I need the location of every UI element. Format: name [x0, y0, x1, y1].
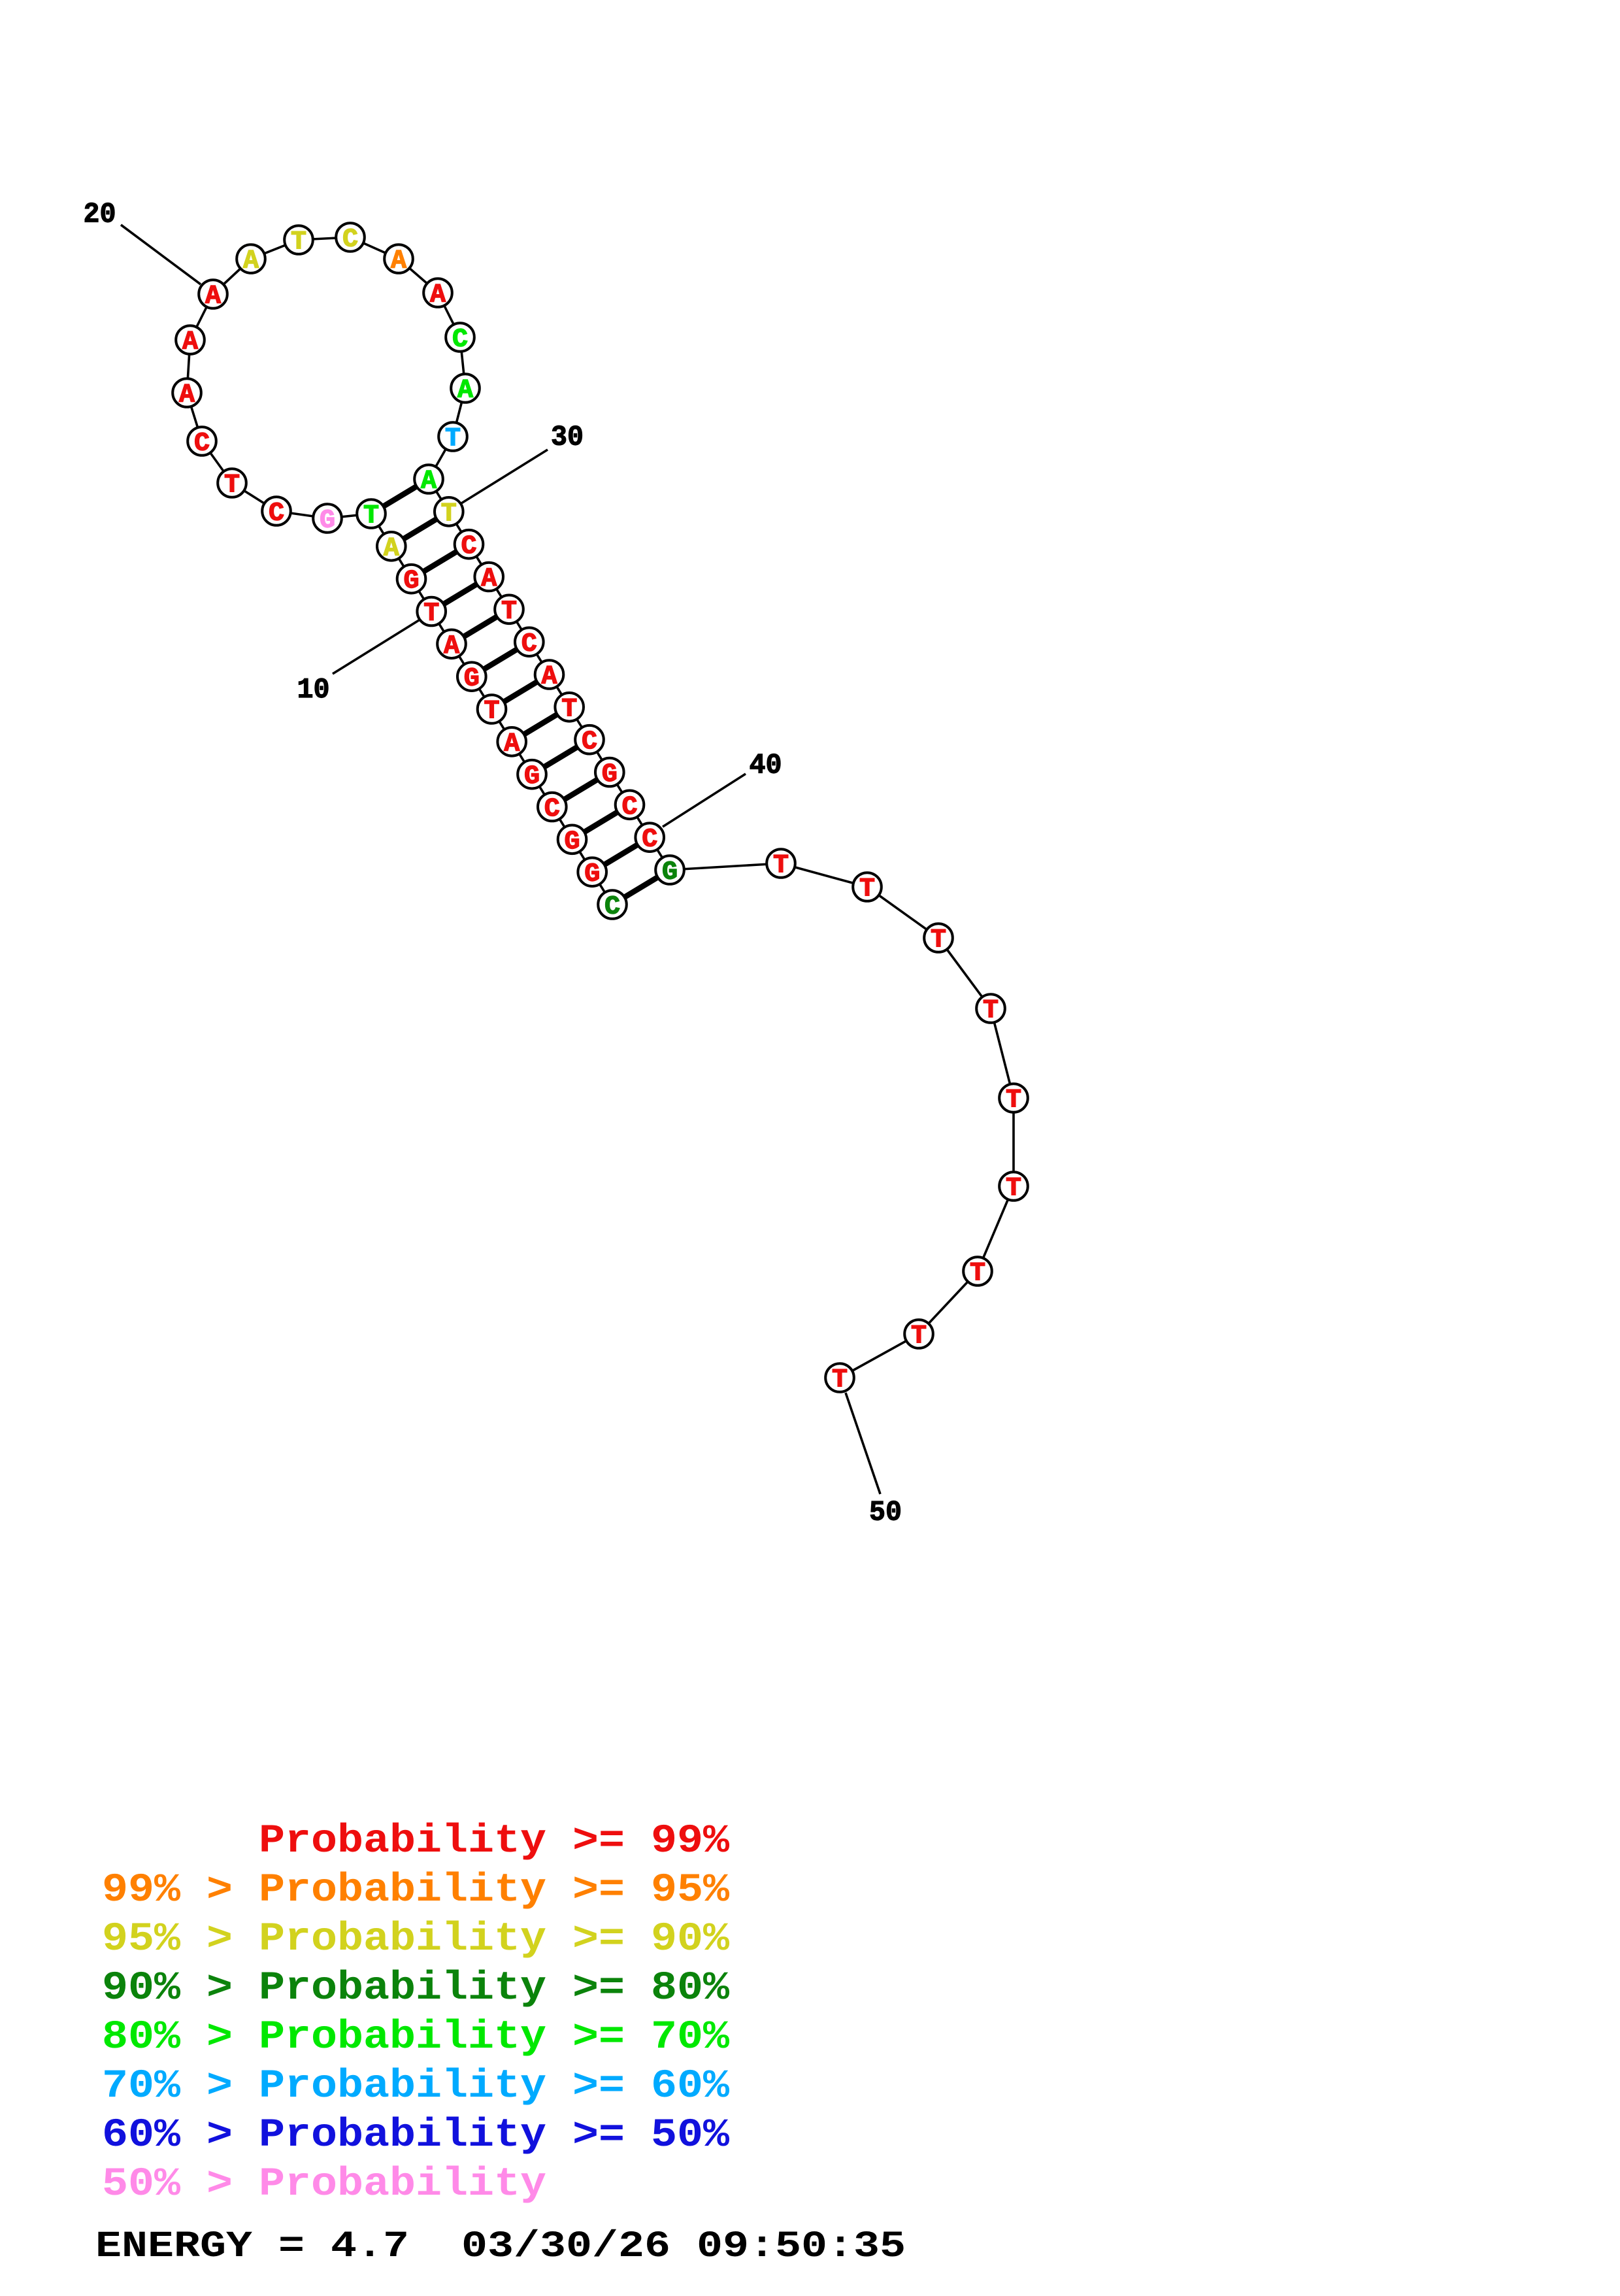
svg-text:A: A — [205, 282, 221, 312]
svg-text:A: A — [504, 729, 520, 759]
svg-text:A: A — [541, 663, 557, 692]
svg-text:T: T — [931, 926, 946, 956]
svg-text:A: A — [481, 565, 497, 594]
svg-text:A: A — [182, 328, 198, 358]
svg-text:C: C — [452, 325, 468, 355]
svg-text:T: T — [773, 852, 789, 881]
svg-text:C: C — [194, 429, 210, 459]
svg-text:ENERGY = 4.7 03/30/26 09:50:3: ENERGY = 4.7 03/30/26 09:50:35 — [95, 2225, 906, 2267]
svg-text:20: 20 — [84, 198, 116, 231]
svg-text:A: A — [384, 534, 399, 563]
svg-text:T: T — [561, 695, 577, 724]
svg-text:A: A — [444, 632, 459, 661]
svg-text:T: T — [363, 502, 379, 531]
svg-text:T: T — [224, 471, 240, 501]
svg-text:C: C — [461, 532, 476, 561]
svg-text:A: A — [430, 281, 446, 310]
svg-text:G: G — [564, 827, 580, 857]
svg-text:T: T — [983, 997, 999, 1026]
svg-text:T: T — [859, 875, 875, 905]
svg-text:A: A — [391, 247, 406, 276]
svg-text:C: C — [342, 225, 358, 255]
svg-text:C: C — [521, 630, 537, 659]
svg-text:T: T — [484, 697, 499, 727]
svg-text:T: T — [291, 228, 306, 258]
svg-text:C: C — [582, 727, 597, 757]
svg-text:T: T — [970, 1259, 985, 1289]
svg-text:G: G — [464, 665, 480, 694]
svg-text:G: G — [584, 860, 600, 890]
svg-text:30: 30 — [551, 421, 584, 454]
svg-text:60% > Probability >= 50%: 60% > Probability >= 50% — [102, 2113, 729, 2158]
svg-text:A: A — [421, 467, 437, 497]
svg-text:99% > Probability >= 95%: 99% > Probability >= 95% — [102, 1868, 729, 1913]
svg-text:A: A — [457, 376, 473, 406]
svg-text:10: 10 — [297, 674, 330, 707]
svg-text:T: T — [445, 425, 461, 454]
svg-text:80% > Probability >= 70%: 80% > Probability >= 70% — [102, 2015, 729, 2060]
svg-text:G: G — [602, 760, 618, 790]
svg-text:C: C — [544, 795, 560, 824]
svg-text:C: C — [642, 825, 657, 855]
svg-text:T: T — [441, 499, 457, 529]
svg-text:T: T — [423, 599, 439, 629]
svg-text:50: 50 — [869, 1496, 902, 1529]
svg-text:95% > Probability >= 90%: 95% > Probability >= 90% — [102, 1917, 729, 1962]
svg-text:C: C — [604, 893, 620, 922]
svg-text:T: T — [832, 1366, 848, 1395]
svg-text:G: G — [524, 762, 540, 791]
svg-text:T: T — [1006, 1174, 1021, 1204]
svg-text:50% > Probability: 50% > Probability — [102, 2162, 546, 2207]
svg-text:90% > Probability >= 80%: 90% > Probability >= 80% — [102, 1966, 729, 2011]
svg-text:Probability >= 99%: Probability >= 99% — [259, 1819, 729, 1864]
svg-text:70% > Probability >= 60%: 70% > Probability >= 60% — [102, 2064, 729, 2109]
svg-text:G: G — [662, 858, 678, 888]
svg-text:T: T — [911, 1322, 927, 1352]
svg-text:T: T — [501, 597, 517, 627]
svg-text:G: G — [403, 567, 419, 596]
svg-text:40: 40 — [750, 749, 782, 782]
svg-text:G: G — [320, 507, 335, 536]
svg-text:T: T — [1006, 1086, 1021, 1116]
svg-text:C: C — [269, 499, 284, 529]
svg-text:A: A — [179, 381, 195, 410]
svg-text:C: C — [621, 793, 637, 822]
svg-text:A: A — [243, 247, 259, 276]
